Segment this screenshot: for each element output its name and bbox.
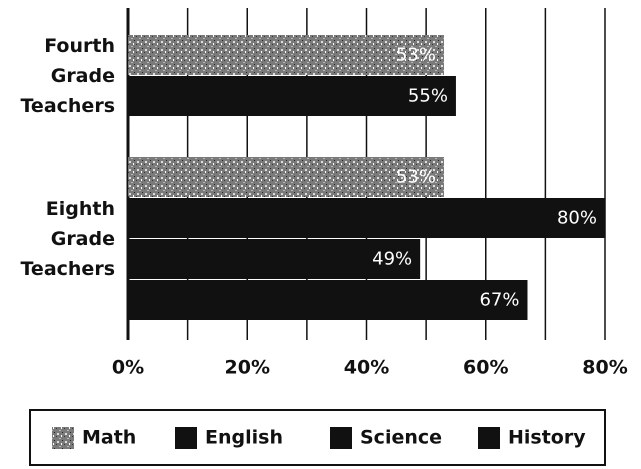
legend-swatch [330, 427, 352, 449]
value-label: 67% [479, 290, 519, 311]
x-tick-label: 20% [225, 357, 270, 379]
legend-label: Math [82, 427, 136, 449]
value-label: 80% [557, 208, 597, 229]
bar [128, 239, 421, 279]
x-tick-label: 80% [582, 357, 627, 379]
value-label: 53% [396, 167, 436, 188]
bar [128, 198, 605, 238]
legend-label: History [508, 427, 586, 449]
bar [128, 280, 528, 320]
x-tick-label: 0% [112, 357, 144, 379]
legend-swatch [175, 427, 197, 449]
bar-texture [128, 35, 445, 75]
bar [128, 76, 456, 116]
x-tick-label: 40% [344, 357, 389, 379]
category-label: Fourth Grade Teachers [21, 35, 116, 117]
value-label: 55% [408, 86, 448, 107]
category-label: Eighth Grade Teachers [21, 198, 116, 280]
legend-swatch [478, 427, 500, 449]
legend-label: Science [360, 427, 442, 449]
value-label: 53% [396, 45, 436, 66]
legend-texture [52, 427, 74, 449]
legend-label: English [205, 427, 283, 449]
value-label: 49% [372, 249, 412, 270]
x-tick-label: 60% [463, 357, 508, 379]
legend-box [29, 409, 606, 466]
bar-texture [128, 157, 445, 197]
